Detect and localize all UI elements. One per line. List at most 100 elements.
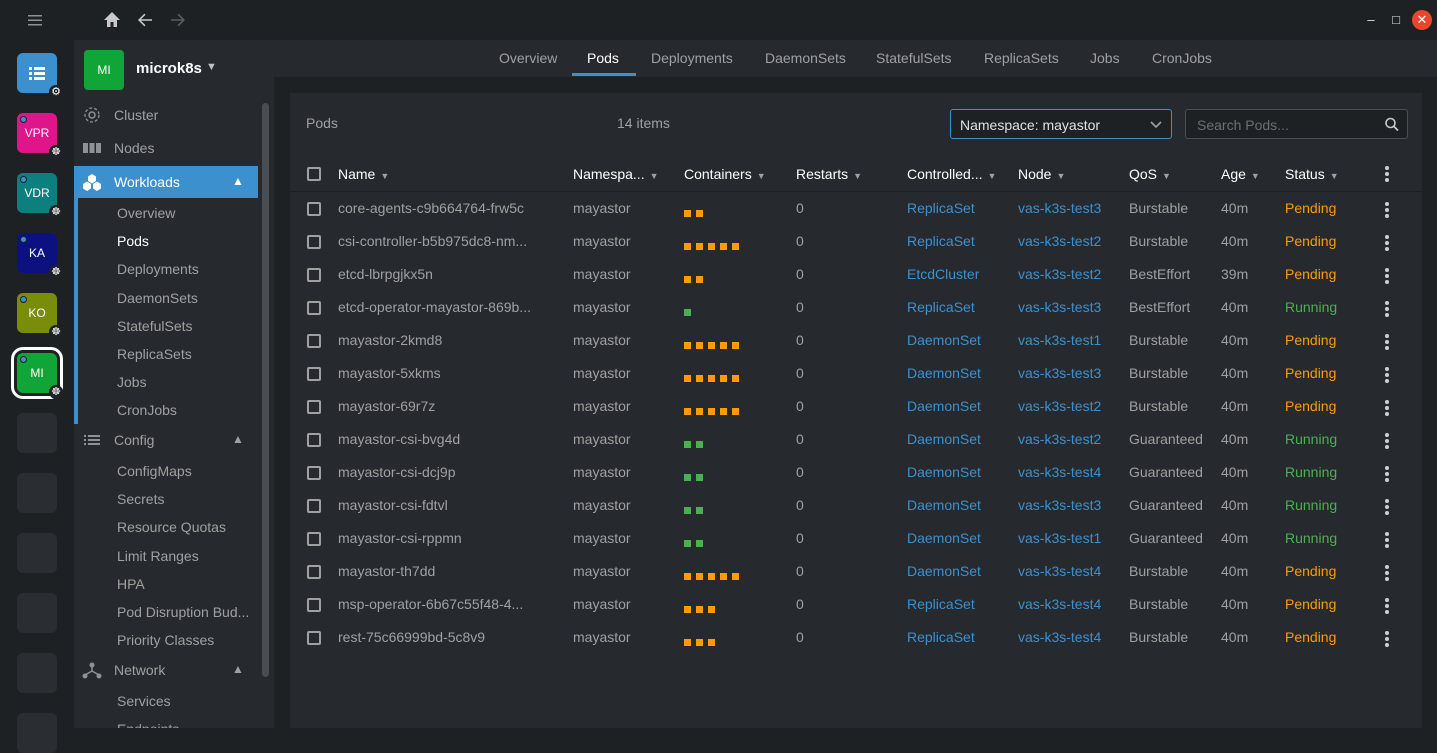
column-header-controlled[interactable]: Controlled... ▼ [907, 166, 996, 182]
container-status-square[interactable] [732, 243, 739, 250]
controlled-by-link[interactable]: DaemonSet [907, 497, 981, 513]
controlled-by-link[interactable]: DaemonSet [907, 365, 981, 381]
table-row[interactable]: mayastor-th7dd mayastor 0 DaemonSet vas-k3s-… [290, 555, 1422, 588]
empty-hotbar-slot[interactable] [17, 473, 57, 513]
pod-name[interactable]: msp-operator-6b67c55f48-4... [338, 596, 524, 612]
sidebar-subitem-statefulsets[interactable]: StatefulSets [117, 317, 193, 334]
container-status-square[interactable] [696, 441, 703, 448]
controlled-by-link[interactable]: DaemonSet [907, 332, 981, 348]
sidebar-subitem-configmaps[interactable]: ConfigMaps [117, 463, 192, 479]
pod-name[interactable]: mayastor-csi-rppmn [338, 530, 462, 546]
node-link[interactable]: vas-k3s-test4 [1018, 629, 1102, 645]
pod-name[interactable]: csi-controller-b5b975dc8-nm... [338, 233, 528, 249]
minimize-button[interactable]: – [1367, 12, 1375, 27]
row-menu-icon[interactable] [1385, 301, 1389, 319]
container-status-square[interactable] [720, 573, 727, 580]
pod-name[interactable]: mayastor-5xkms [338, 365, 441, 381]
container-status-square[interactable] [684, 639, 691, 646]
chevron-up-icon[interactable]: ▲ [232, 174, 244, 188]
sidebar-subitem-overview[interactable]: Overview [117, 205, 176, 221]
row-menu-icon[interactable] [1385, 202, 1389, 220]
row-checkbox[interactable] [307, 565, 321, 579]
container-status-square[interactable] [684, 243, 691, 250]
sidebar-item-config[interactable]: Config ▲ [74, 424, 258, 456]
sidebar-subitem-replicasets[interactable]: ReplicaSets [117, 346, 192, 362]
sidebar-subitem-endpoints[interactable]: Endpoints [117, 721, 179, 728]
table-row[interactable]: mayastor-5xkms mayastor 0 DaemonSet vas-k3s-… [290, 357, 1422, 390]
container-status-square[interactable] [696, 342, 703, 349]
container-status-square[interactable] [696, 375, 703, 382]
node-link[interactable]: vas-k3s-test2 [1018, 431, 1102, 447]
tab-pods[interactable]: Pods [587, 50, 619, 66]
controlled-by-link[interactable]: EtcdCluster [907, 266, 980, 282]
home-icon[interactable] [102, 10, 122, 30]
sidebar-item-cluster[interactable]: Cluster [74, 99, 258, 131]
maximize-button[interactable]: □ [1392, 12, 1400, 27]
column-header-namespa[interactable]: Namespa... ▼ [573, 166, 659, 182]
row-menu-icon[interactable] [1385, 466, 1389, 484]
catalog-button[interactable]: ⚙ [17, 53, 63, 99]
row-menu-icon[interactable] [1385, 334, 1389, 352]
sidebar-item-nodes[interactable]: Nodes [74, 132, 258, 164]
table-row[interactable]: mayastor-69r7z mayastor 0 DaemonSet vas-k3s-… [290, 390, 1422, 423]
sidebar-item-workloads[interactable]: Workloads ▲ [74, 166, 258, 198]
node-link[interactable]: vas-k3s-test3 [1018, 299, 1102, 315]
hotbar-cluster-ko[interactable]: KO ☸ [17, 293, 63, 339]
container-status-square[interactable] [684, 573, 691, 580]
column-header-age[interactable]: Age ▼ [1221, 166, 1260, 182]
namespace-select[interactable]: Namespace: mayastor [950, 109, 1172, 139]
node-link[interactable]: vas-k3s-test4 [1018, 563, 1102, 579]
column-header-node[interactable]: Node ▼ [1018, 166, 1065, 182]
container-status-square[interactable] [708, 243, 715, 250]
row-menu-icon[interactable] [1385, 235, 1389, 253]
row-menu-icon[interactable] [1385, 400, 1389, 418]
controlled-by-link[interactable]: ReplicaSet [907, 629, 975, 645]
pod-name[interactable]: etcd-operator-mayastor-869b... [338, 299, 531, 315]
tab-replicasets[interactable]: ReplicaSets [984, 50, 1059, 66]
container-status-square[interactable] [732, 342, 739, 349]
column-header-status[interactable]: Status ▼ [1285, 166, 1339, 182]
controlled-by-link[interactable]: DaemonSet [907, 563, 981, 579]
chevron-up-icon[interactable]: ▲ [232, 662, 244, 676]
select-all-checkbox[interactable] [307, 167, 321, 181]
tab-cronjobs[interactable]: CronJobs [1152, 50, 1212, 66]
row-menu-icon[interactable] [1385, 433, 1389, 451]
pod-name[interactable]: mayastor-csi-dcj9p [338, 464, 456, 480]
container-status-square[interactable] [696, 210, 703, 217]
row-menu-icon[interactable] [1385, 565, 1389, 583]
sidebar-scrollbar[interactable] [262, 103, 269, 677]
column-header-restarts[interactable]: Restarts ▼ [796, 166, 862, 182]
row-checkbox[interactable] [307, 499, 321, 513]
empty-hotbar-slot[interactable] [17, 713, 57, 753]
table-row[interactable]: mayastor-csi-dcj9p mayastor 0 DaemonSet vas-… [290, 456, 1422, 489]
controlled-by-link[interactable]: ReplicaSet [907, 299, 975, 315]
column-menu-icon[interactable] [1385, 166, 1389, 184]
sidebar-subitem-services[interactable]: Services [117, 693, 171, 709]
container-status-square[interactable] [684, 606, 691, 613]
controlled-by-link[interactable]: ReplicaSet [907, 596, 975, 612]
tab-daemonsets[interactable]: DaemonSets [765, 50, 846, 66]
table-row[interactable]: etcd-lbrpgjkx5n mayastor 0 EtcdCluster vas-k… [290, 258, 1422, 291]
hotbar-cluster-vpr[interactable]: VPR ☸ [17, 113, 63, 159]
container-status-square[interactable] [684, 276, 691, 283]
tab-statefulsets[interactable]: StatefulSets [876, 50, 952, 66]
node-link[interactable]: vas-k3s-test2 [1018, 266, 1102, 282]
controlled-by-link[interactable]: DaemonSet [907, 464, 981, 480]
chevron-up-icon[interactable]: ▲ [232, 432, 244, 446]
table-row[interactable]: core-agents-c9b664764-frw5c mayastor 0 Repl… [290, 192, 1422, 225]
empty-hotbar-slot[interactable] [17, 653, 57, 693]
cluster-header[interactable]: MI microk8s ▼ [74, 40, 274, 100]
table-row[interactable]: mayastor-csi-bvg4d mayastor 0 DaemonSet vas-… [290, 423, 1422, 456]
table-row[interactable]: mayastor-2kmd8 mayastor 0 DaemonSet vas-k3s-… [290, 324, 1422, 357]
container-status-square[interactable] [708, 375, 715, 382]
table-row[interactable]: mayastor-csi-rppmn mayastor 0 DaemonSet vas-… [290, 522, 1422, 555]
row-checkbox[interactable] [307, 202, 321, 216]
pod-name[interactable]: mayastor-csi-bvg4d [338, 431, 461, 447]
empty-hotbar-slot[interactable] [17, 593, 57, 633]
row-checkbox[interactable] [307, 301, 321, 315]
close-button[interactable]: ✕ [1412, 10, 1432, 30]
node-link[interactable]: vas-k3s-test3 [1018, 200, 1102, 216]
row-checkbox[interactable] [307, 367, 321, 381]
pod-name[interactable]: mayastor-csi-fdtvl [338, 497, 448, 513]
sidebar-item-network[interactable]: Network ▲ [74, 654, 258, 686]
